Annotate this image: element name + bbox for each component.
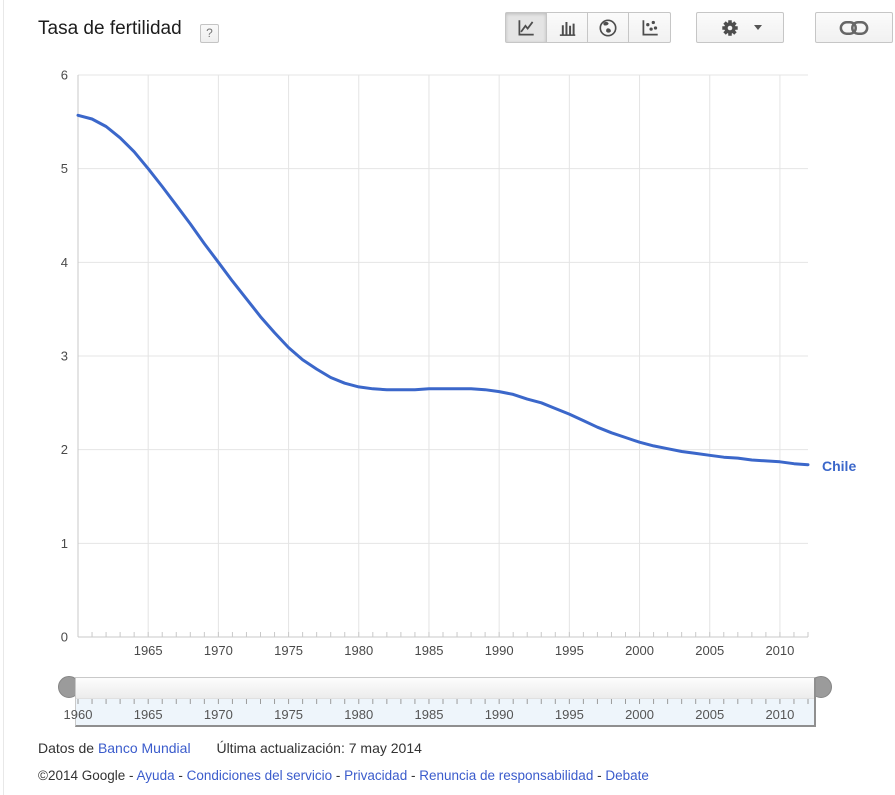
source-label: Datos de xyxy=(38,740,95,756)
svg-text:1980: 1980 xyxy=(344,643,373,658)
series-label-chile[interactable]: Chile xyxy=(822,458,857,474)
svg-text:1995: 1995 xyxy=(555,643,584,658)
footer-link-renuncia-de-responsabilidad[interactable]: Renuncia de responsabilidad xyxy=(419,768,594,783)
source-link[interactable]: Banco Mundial xyxy=(97,740,191,756)
bar-chart-icon xyxy=(559,21,576,36)
source-row: Datos de Banco Mundial Última actualizac… xyxy=(38,740,422,756)
slider-ruler xyxy=(76,699,814,725)
line-chart-button[interactable] xyxy=(506,13,547,42)
bar-chart-button[interactable] xyxy=(547,13,588,42)
svg-text:1970: 1970 xyxy=(204,643,233,658)
link-separator: - xyxy=(332,768,345,783)
last-updated: Última actualización: 7 may 2014 xyxy=(216,740,422,756)
link-separator: - xyxy=(174,768,187,783)
svg-text:1985: 1985 xyxy=(415,643,444,658)
link-icon xyxy=(839,20,869,35)
svg-text:1975: 1975 xyxy=(274,643,303,658)
map-button[interactable] xyxy=(588,13,629,42)
chart-type-toolbar xyxy=(505,12,671,43)
footer-link-ayuda[interactable]: Ayuda xyxy=(136,768,175,783)
chart-canvas: 0 1 2 3 4 5 6 1965 1970 1975 1980 1985 1990 1995 2000 2… xyxy=(61,68,810,658)
footer-link-debate[interactable]: Debate xyxy=(605,768,649,783)
settings-button[interactable] xyxy=(696,12,784,43)
gear-icon xyxy=(721,19,738,36)
svg-text:1: 1 xyxy=(61,536,68,551)
legal-row: ©2014 Google - Ayuda - Condiciones del s… xyxy=(38,768,649,783)
svg-text:6: 6 xyxy=(61,68,68,83)
help-button[interactable]: ? xyxy=(200,24,219,43)
svg-text:3: 3 xyxy=(61,349,68,364)
svg-text:2: 2 xyxy=(61,442,68,457)
svg-text:2000: 2000 xyxy=(625,643,654,658)
footer-link-condiciones-del-servicio[interactable]: Condiciones del servicio xyxy=(186,768,333,783)
share-link-button[interactable] xyxy=(815,12,893,43)
svg-text:2010: 2010 xyxy=(765,643,794,658)
svg-text:0: 0 xyxy=(61,630,68,645)
svg-text:1965: 1965 xyxy=(134,643,163,658)
svg-text:4: 4 xyxy=(61,255,68,270)
link-separator: - xyxy=(593,768,606,783)
scatter-icon xyxy=(642,19,658,35)
svg-text:2005: 2005 xyxy=(695,643,724,658)
footer-link-privacidad[interactable]: Privacidad xyxy=(344,768,408,783)
scatter-chart-button[interactable] xyxy=(629,13,670,42)
svg-text:1990: 1990 xyxy=(485,643,514,658)
fertility-chart[interactable]: 0 1 2 3 4 5 6 1965 1970 1975 1980 1985 1990 1995 2000 2… xyxy=(0,0,895,672)
chevron-down-icon xyxy=(753,25,762,30)
line-chart-icon xyxy=(518,19,534,35)
time-slider[interactable] xyxy=(75,677,816,727)
slider-track[interactable] xyxy=(76,678,814,699)
left-divider xyxy=(3,0,4,795)
page-title: Tasa de fertilidad xyxy=(38,18,182,39)
svg-text:5: 5 xyxy=(61,161,68,176)
copyright: ©2014 Google xyxy=(38,768,126,783)
globe-icon xyxy=(599,18,617,37)
link-separator: - xyxy=(407,768,420,783)
link-separator: - xyxy=(129,768,137,783)
